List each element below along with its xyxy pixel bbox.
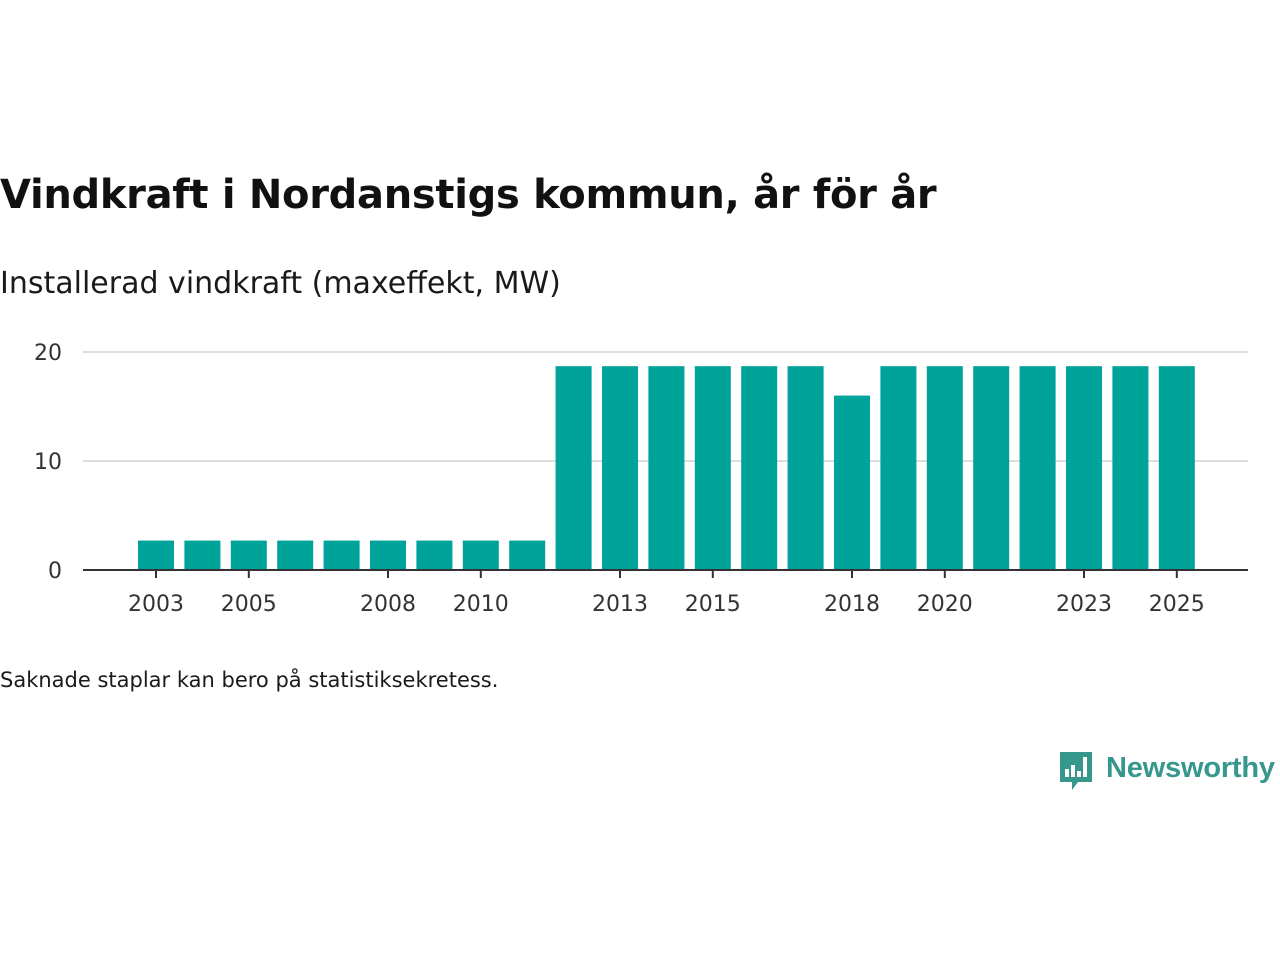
bar — [602, 366, 638, 570]
y-tick-label: 0 — [48, 559, 62, 584]
bar — [184, 540, 221, 570]
bar — [1158, 366, 1195, 570]
bar — [370, 540, 406, 570]
bar — [1066, 366, 1102, 570]
y-tick-label: 10 — [34, 450, 62, 475]
x-tick-label: 2008 — [360, 592, 416, 617]
bar — [1112, 366, 1149, 570]
bar — [138, 540, 174, 570]
bar-chart: 0 10 20 2003 2005 2008 2010 2013 2015 2018 2020 202… — [34, 341, 1248, 617]
bar — [1019, 366, 1056, 570]
footnote: Saknade staplar kan bero på statistiksek… — [0, 668, 499, 692]
chart-subtitle: Installerad vindkraft (maxeffekt, MW) — [0, 266, 561, 301]
x-tick-label: 2018 — [824, 592, 880, 617]
newsworthy-logo-text: Newsworthy — [1106, 752, 1275, 784]
x-tick-label: 2015 — [685, 592, 741, 617]
bar — [230, 540, 267, 570]
bar — [741, 366, 778, 570]
bar — [277, 540, 314, 570]
bar — [834, 395, 870, 570]
bar — [926, 366, 963, 570]
bar — [787, 366, 824, 570]
bar — [648, 366, 685, 570]
x-tick-label: 2023 — [1056, 592, 1112, 617]
bar — [555, 366, 592, 570]
x-tick-label: 2020 — [917, 592, 973, 617]
bar — [880, 366, 917, 570]
bar — [323, 540, 360, 570]
bar — [694, 366, 731, 570]
x-tick-label: 2013 — [592, 592, 648, 617]
x-tick-label: 2003 — [128, 592, 184, 617]
x-tick-label: 2025 — [1149, 592, 1205, 617]
newsworthy-logo: Newsworthy — [1058, 750, 1275, 796]
bar — [973, 366, 1010, 570]
x-tick-label: 2010 — [453, 592, 509, 617]
y-tick-label: 20 — [34, 341, 62, 366]
bar — [462, 540, 499, 570]
newsworthy-logo-icon — [1060, 752, 1092, 790]
bar — [416, 540, 453, 570]
bar — [509, 540, 546, 570]
chart-title: Vindkraft i Nordanstigs kommun, år för å… — [0, 172, 937, 218]
x-tick-label: 2005 — [221, 592, 277, 617]
